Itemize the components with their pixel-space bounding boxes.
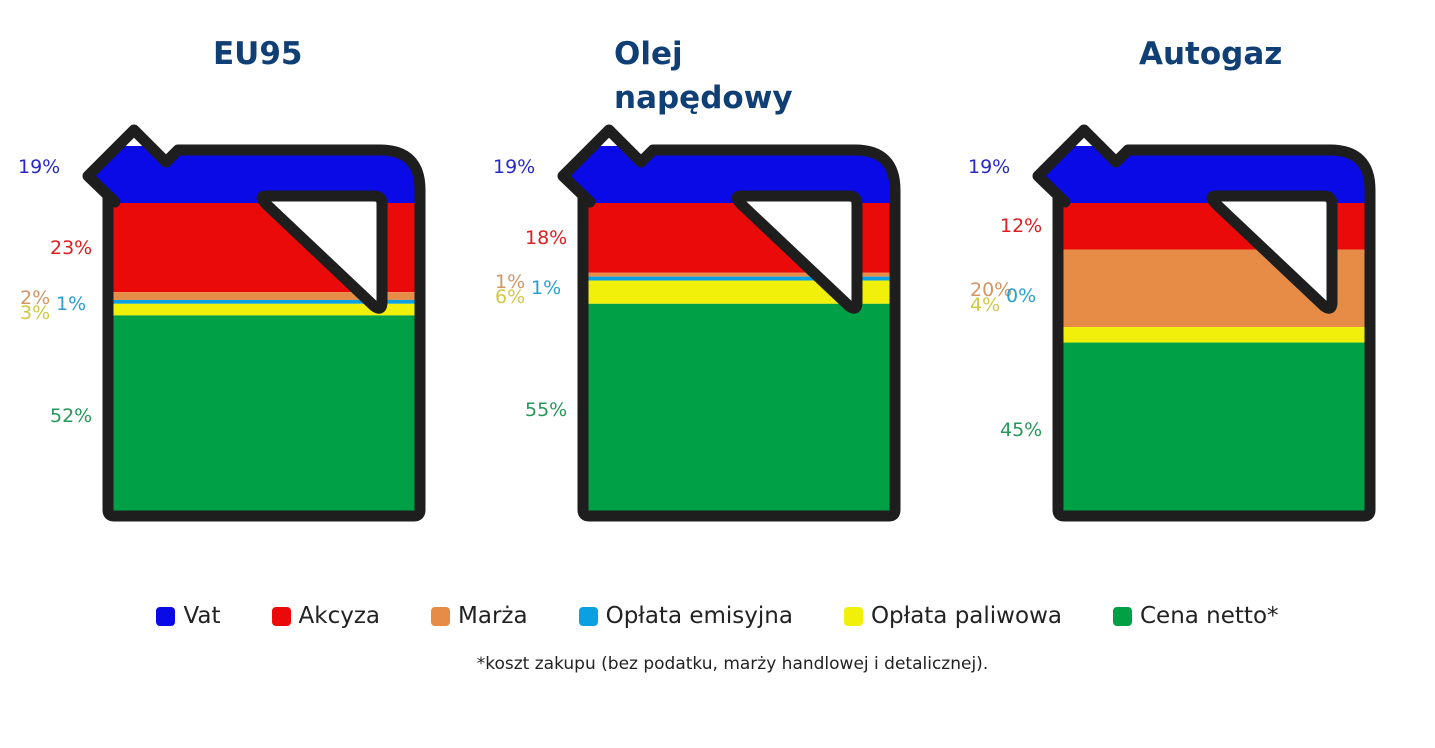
chart-autogaz: Autogaz 19% 12% 20% 0% 4% 45% — [950, 0, 1428, 560]
label-oplata-emisyjna: 0% — [1006, 285, 1037, 308]
jerrycan-olej-napedowy — [557, 124, 901, 522]
segment-oplata-paliwowa — [563, 280, 895, 304]
legend-swatch — [271, 606, 291, 626]
jerrycan-eu95 — [82, 124, 426, 522]
label-oplata-emisyjna: 1% — [56, 292, 87, 315]
label-akcyza: 12% — [1000, 215, 1043, 238]
segment-oplata-emisyjna — [88, 299, 420, 304]
chart-olej-napedowy: Olej napędowy 19% 18% 1% 1% 6% 55% — [475, 0, 953, 560]
legend-swatch — [1112, 606, 1132, 626]
label-cena-netto: 52% — [50, 405, 93, 428]
legend-item-vat: Vat — [156, 600, 221, 632]
jerrycan-outline — [557, 124, 901, 522]
legend-label: Vat — [183, 603, 221, 629]
legend-item-oplata-emisyjna: Opłata emisyjna — [578, 600, 793, 632]
chart-eu95: EU95 19% 23% 2% 1% 3% 52% — [0, 0, 478, 560]
label-oplata-emisyjna: 1% — [531, 277, 562, 300]
legend-swatch — [156, 606, 176, 626]
chart-title: Autogaz — [1139, 36, 1283, 72]
chart-title: EU95 — [213, 36, 303, 72]
legend-swatch — [578, 606, 598, 626]
label-vat: 19% — [968, 156, 1011, 178]
jerrycan-handle — [731, 190, 863, 314]
segment-cena-netto — [88, 315, 420, 516]
segment-cena-netto — [1038, 342, 1370, 516]
jerrycan-autogaz — [1032, 124, 1376, 522]
label-akcyza: 18% — [525, 226, 568, 249]
jerrycan-handle — [1206, 190, 1338, 314]
segment-oplata-paliwowa — [1038, 327, 1370, 343]
segment-oplata-paliwowa — [88, 303, 420, 316]
label-oplata-paliwowa: 3% — [20, 301, 51, 324]
segment-cena-netto — [563, 303, 895, 516]
label-marza: 1% — [495, 271, 526, 294]
segment-oplata-emisyjna — [563, 276, 895, 281]
label-oplata-paliwowa: 4% — [970, 294, 1001, 317]
legend-item-oplata-paliwowa: Opłata paliwowa — [843, 600, 1062, 632]
segment-marza — [88, 292, 420, 300]
legend-item-akcyza: Akcyza — [271, 600, 381, 632]
label-oplata-paliwowa: 6% — [495, 286, 526, 309]
legend-item-cena-netto: Cena netto* — [1112, 600, 1279, 632]
label-vat: 19% — [18, 156, 61, 178]
label-cena-netto: 55% — [525, 399, 568, 422]
label-cena-netto: 45% — [1000, 418, 1043, 441]
label-marza: 20% — [970, 279, 1013, 302]
legend-label: Opłata paliwowa — [870, 603, 1062, 629]
legend: Vat Akcyza Marża Opłata emisyjna Opłata … — [0, 600, 1435, 632]
jerrycan-outline — [82, 124, 426, 522]
legend-label: Akcyza — [298, 603, 381, 629]
label-vat: 19% — [493, 156, 536, 178]
jerrycan-handle — [256, 190, 388, 314]
chart-title: Olej napędowy — [614, 36, 793, 116]
legend-swatch — [431, 606, 451, 626]
legend-label: Opłata emisyjna — [605, 603, 793, 629]
legend-swatch — [843, 606, 863, 626]
legend-item-marza: Marża — [431, 600, 528, 632]
segment-marza — [563, 272, 895, 277]
footnote: *koszt zakupu (bez podatku, marży handlo… — [476, 654, 989, 674]
legend-label: Cena netto* — [1139, 603, 1279, 629]
label-marza: 2% — [20, 286, 51, 309]
legend-label: Marża — [458, 603, 528, 629]
label-akcyza: 23% — [50, 236, 93, 259]
jerrycan-outline — [1032, 124, 1376, 522]
